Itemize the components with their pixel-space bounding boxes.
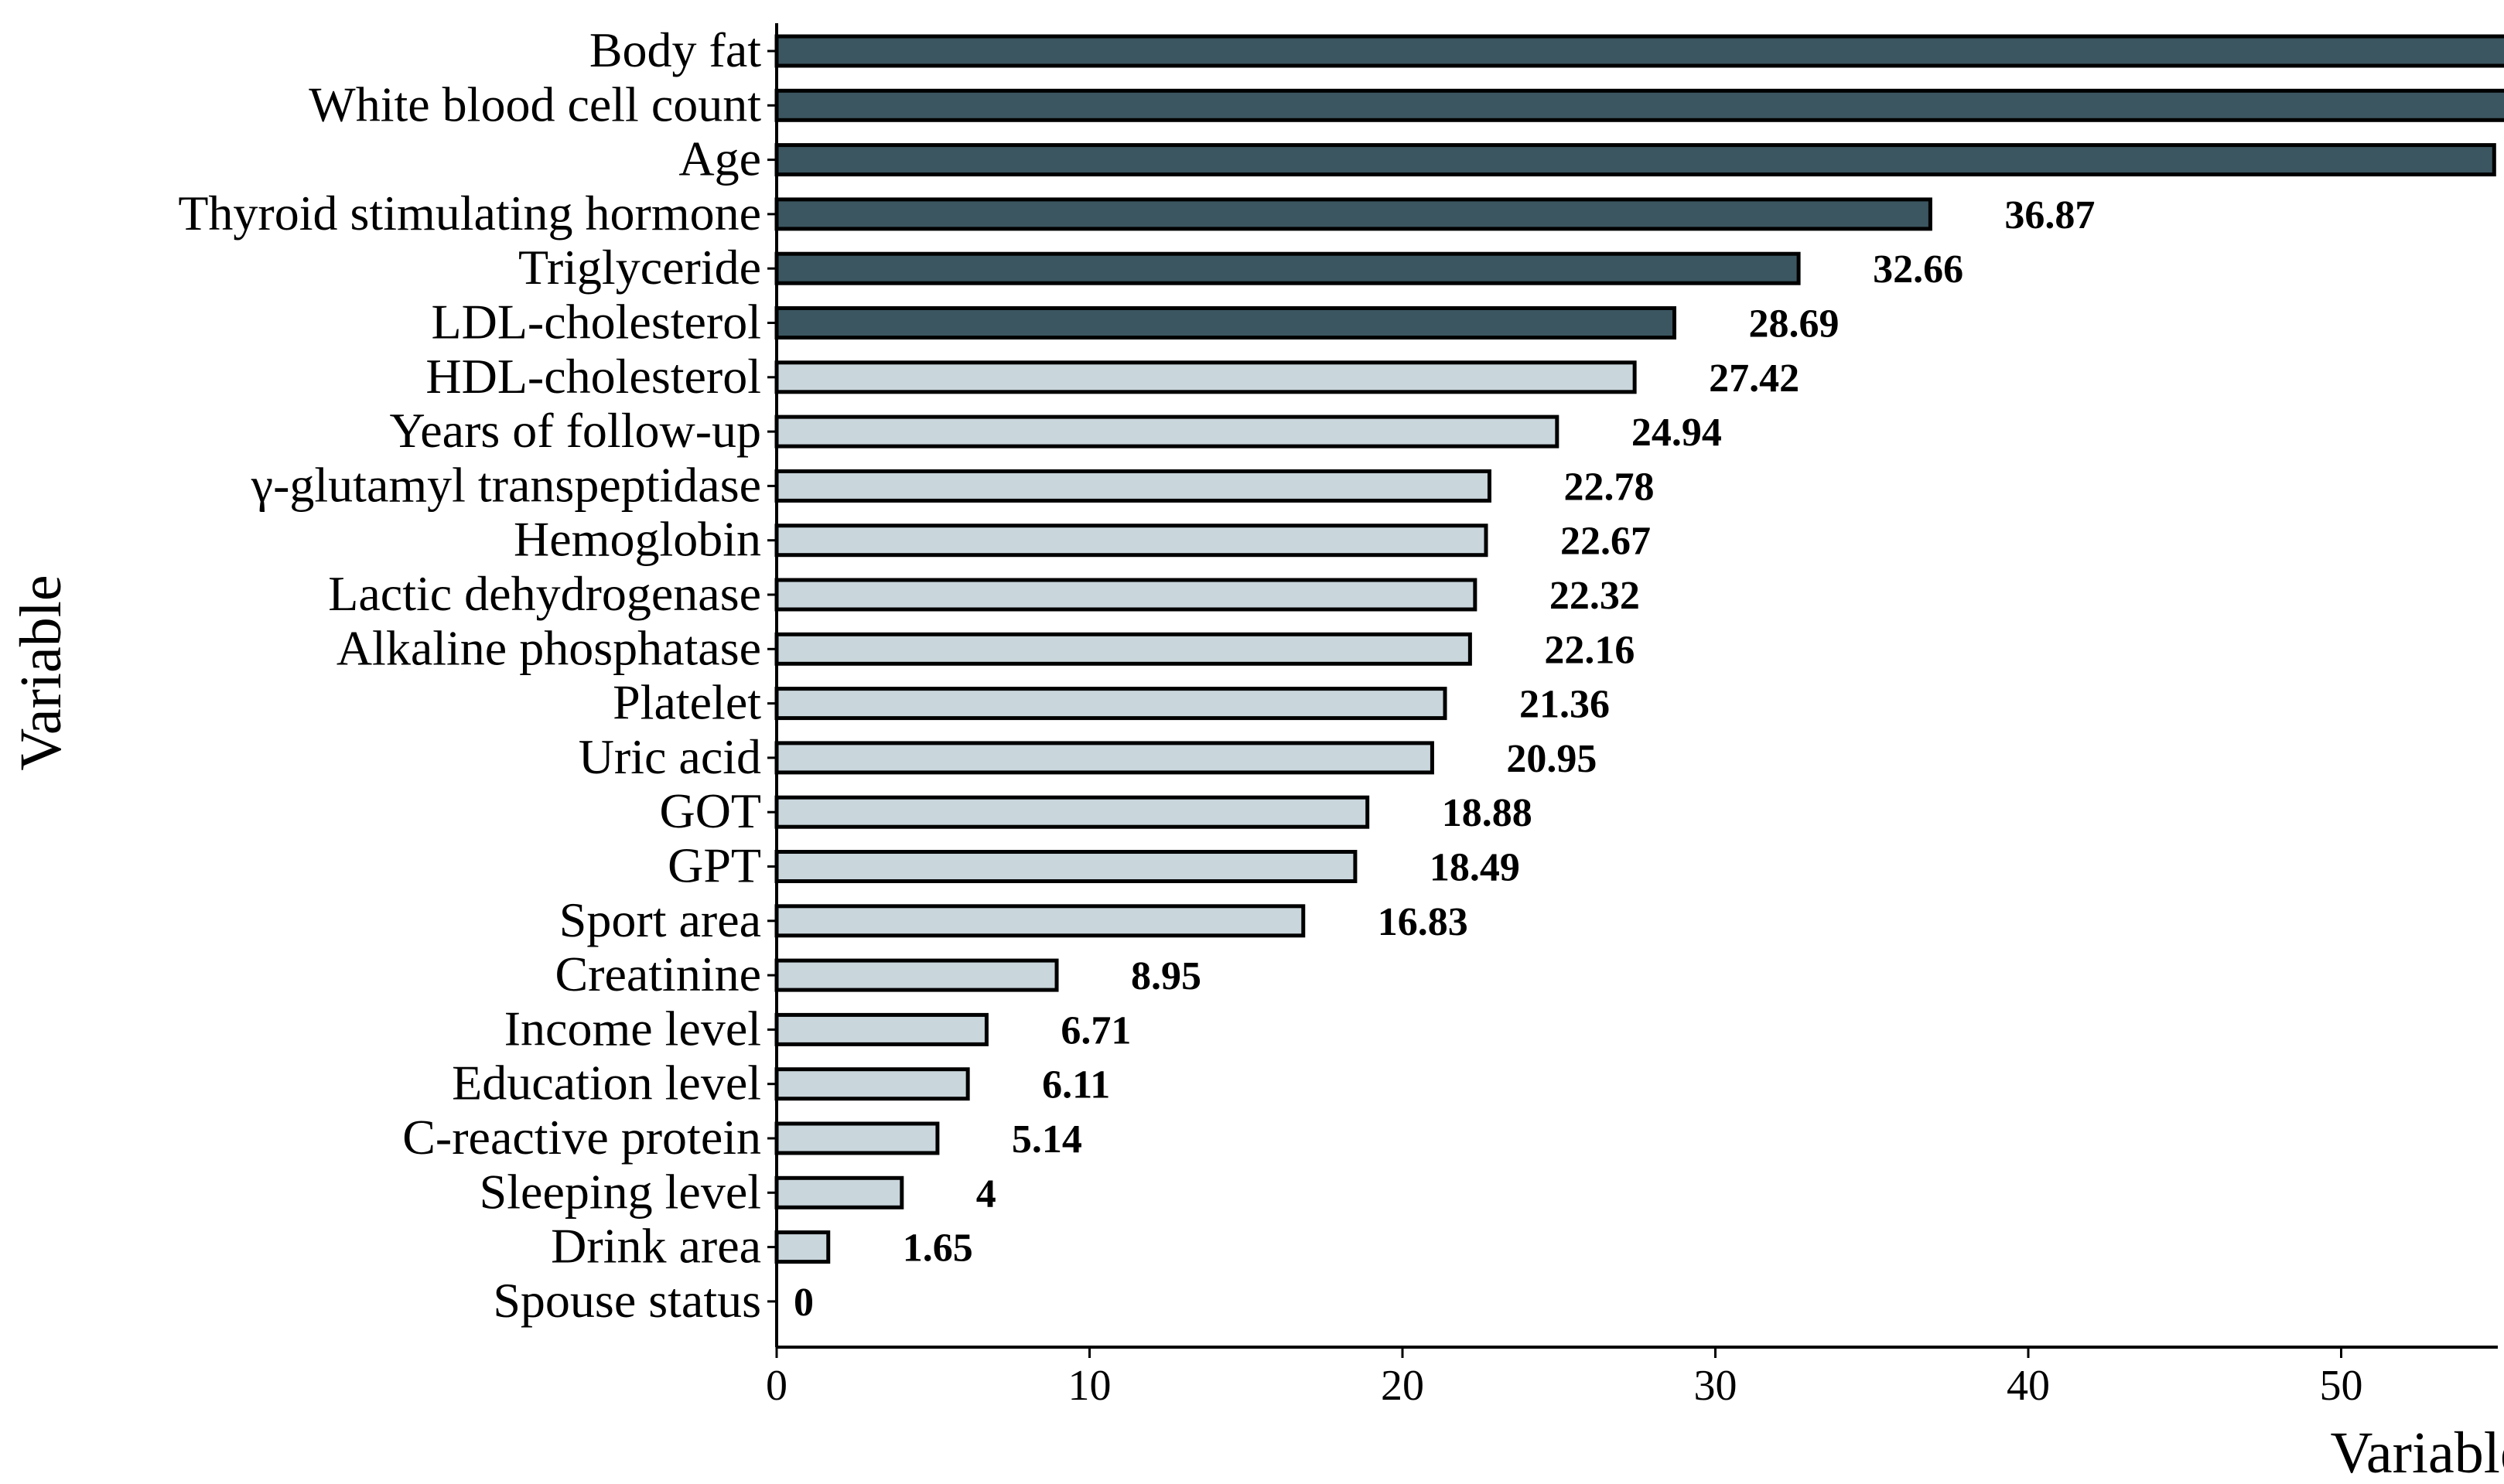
x-tick-label: 10 [1068, 1362, 1112, 1410]
value-label: 22.16 [1544, 628, 1635, 672]
value-label: 6.11 [1042, 1063, 1110, 1107]
category-label: Hemoglobin [514, 512, 761, 567]
value-label: 4 [976, 1172, 996, 1216]
category-label: Age [678, 131, 761, 186]
value-label: 22.67 [1560, 520, 1651, 564]
category-label: GPT [668, 838, 761, 893]
x-axis-title: Variable Rank [2330, 1421, 2504, 1484]
value-label: 18.88 [1442, 791, 1532, 835]
value-label: 36.87 [2004, 193, 2095, 237]
value-label: 8.95 [1131, 954, 1201, 998]
category-label: Alkaline phosphatase [336, 620, 761, 675]
category-label: Triglyceride [518, 240, 761, 295]
bar [774, 143, 2496, 177]
value-label: 5.14 [1012, 1117, 1082, 1162]
value-label: 22.32 [1549, 574, 1640, 618]
bar [774, 578, 1477, 612]
bar [774, 1067, 970, 1101]
x-tick-label: 20 [1381, 1362, 1424, 1410]
bar [774, 1121, 940, 1155]
category-label: Uric acid [579, 729, 761, 784]
category-label: Years of follow-up [389, 403, 761, 458]
bar [774, 850, 1358, 883]
bar [774, 414, 1559, 449]
category-label: LDL-cholesterol [432, 295, 762, 350]
value-label: 22.78 [1563, 465, 1654, 509]
bar [774, 904, 1306, 938]
category-label: Sleeping level [480, 1164, 761, 1219]
category-label: GOT [659, 783, 761, 838]
bar [774, 1012, 989, 1046]
bar [774, 1175, 904, 1209]
bar [774, 34, 2504, 68]
bar [774, 524, 1488, 558]
bar [774, 795, 1370, 829]
category-label: γ-glutamyl transpeptidase [251, 457, 761, 512]
category-label: Thyroid stimulating hormone [178, 186, 761, 241]
value-label: 20.95 [1506, 737, 1597, 781]
category-label: Sport area [559, 892, 761, 947]
bar [774, 1230, 831, 1264]
bar [774, 88, 2504, 122]
bar [774, 958, 1059, 992]
category-label: White blood cell count [309, 77, 761, 131]
bar [774, 197, 1932, 231]
category-label: Body fat [589, 22, 761, 77]
bar [774, 741, 1434, 775]
category-label: Drink area [551, 1219, 761, 1274]
value-label: 0 [794, 1281, 814, 1325]
bar [774, 687, 1447, 721]
category-label: Creatinine [555, 947, 761, 1001]
y-axis-title: Variable [9, 575, 73, 770]
bar [774, 306, 1677, 339]
x-tick-label: 0 [766, 1362, 787, 1410]
value-label: 28.69 [1749, 302, 1840, 346]
x-tick-label: 50 [2320, 1362, 2363, 1410]
category-label: Education level [452, 1056, 761, 1110]
value-label: 6.71 [1061, 1008, 1131, 1052]
category-label: Lactic dehydrogenase [328, 566, 761, 621]
value-label: 32.66 [1873, 247, 1963, 292]
axes-group: 0102030405060708090100 [766, 23, 2498, 1410]
category-label: Income level [504, 1001, 761, 1056]
category-label: Spouse status [493, 1273, 761, 1328]
bar [774, 632, 1472, 666]
x-tick-label: 30 [1694, 1362, 1737, 1410]
value-label: 27.42 [1709, 357, 1799, 401]
category-label: C-reactive protein [402, 1110, 761, 1165]
bar [774, 251, 1801, 285]
value-label: 21.36 [1519, 683, 1610, 727]
value-label: 16.83 [1378, 900, 1468, 944]
value-label: 18.49 [1430, 846, 1520, 890]
category-label: HDL-cholesterol [425, 349, 761, 404]
category-label: Platelet [613, 675, 761, 730]
value-label: 1.65 [903, 1226, 973, 1271]
bar [774, 360, 1637, 394]
bar [774, 469, 1491, 503]
bars-group [774, 34, 2504, 1264]
x-tick-label: 40 [2007, 1362, 2050, 1410]
value-labels: 88.8558.6254.8936.8732.6628.6927.4224.94… [794, 193, 2095, 1325]
value-label: 24.94 [1631, 411, 1722, 455]
